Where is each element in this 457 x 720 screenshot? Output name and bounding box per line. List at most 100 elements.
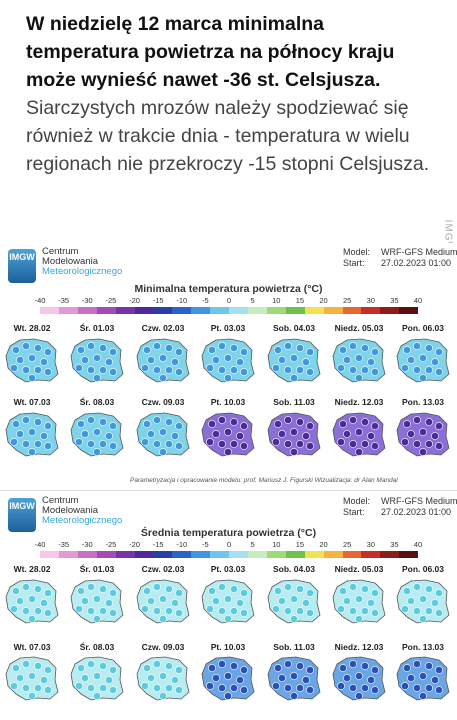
model-meta: Model: WRF-GFS Medium Start: 27.02.2023 01… — [343, 496, 457, 518]
poland-forecast-map — [331, 654, 387, 702]
scale-tick-label: 20 — [319, 540, 328, 549]
day-label: Czw. 02.03 — [141, 323, 185, 333]
org-name: Centrum Modelowania Meteorologicznego — [42, 496, 122, 526]
poland-forecast-map — [200, 654, 256, 702]
scale-swatch — [304, 551, 324, 558]
day-label: Pon. 06.03 — [401, 323, 445, 333]
scale-swatch — [380, 551, 400, 558]
scale-swatch — [285, 307, 305, 314]
scale-swatch — [380, 307, 400, 314]
forecast-panel-min-temp: IMGW Centrum Modelowania Meteorologiczne… — [0, 243, 457, 493]
model-value: WRF-GFS Medium — [381, 496, 457, 506]
poland-forecast-map — [69, 336, 125, 384]
scale-tick-label: 15 — [295, 540, 305, 549]
credits: Parametryzacja i opracowanie modelu: pro… — [130, 477, 398, 484]
scale-swatch — [115, 551, 135, 558]
scale-swatch — [153, 307, 173, 314]
model-label: Model: — [343, 496, 371, 506]
poland-forecast-map — [331, 410, 387, 458]
scale-swatch — [399, 551, 419, 558]
poland-forecast-map — [331, 336, 387, 384]
scale-tick-label: -30 — [81, 540, 93, 549]
org-line-1: Centrum — [42, 495, 79, 506]
scale-swatch — [77, 307, 97, 314]
scale-tick-label: -10 — [176, 296, 188, 305]
day-label: Czw. 09.03 — [141, 642, 185, 652]
poland-forecast-map — [135, 654, 191, 702]
scale-tick-label: -25 — [105, 540, 117, 549]
scale-swatch — [210, 551, 230, 558]
scale-tick-label: -5 — [202, 296, 209, 305]
org-line-2: Modelowania — [42, 505, 98, 516]
scale-tick-label: 35 — [390, 296, 399, 305]
poland-forecast-map — [395, 410, 451, 458]
scale-tick-label: 35 — [390, 540, 399, 549]
scale-swatch — [323, 551, 343, 558]
imgw-logo: IMGW — [8, 498, 36, 532]
day-label: Sob. 11.03 — [273, 397, 315, 407]
scale-tick-label: 25 — [342, 296, 352, 305]
day-label: Pon. 13.03 — [401, 397, 445, 407]
scale-tick-label: -15 — [152, 540, 164, 549]
scale-tick-label: 10 — [272, 540, 281, 549]
panel-title: Średnia temperatura powietrza (°C) — [140, 527, 317, 539]
panel-title: Minimalna temperatura powietrza (°C) — [134, 283, 323, 295]
org-line-3: Meteorologicznego — [42, 266, 123, 277]
poland-forecast-map — [69, 410, 125, 458]
scale-swatch — [172, 307, 192, 314]
article-headline-end: . — [374, 69, 381, 91]
poland-forecast-map — [266, 577, 322, 625]
scale-swatch — [96, 307, 116, 314]
day-label: Śr. 08.03 — [79, 397, 115, 407]
model-label: Model: — [343, 247, 371, 257]
scale-swatch — [191, 551, 211, 558]
poland-forecast-map — [395, 654, 451, 702]
model-meta: Model: WRF-GFS Medium Start: 27.02.2023 01… — [343, 247, 457, 269]
day-label: Wt. 28.02 — [13, 564, 51, 574]
day-label: Niedz. 12.03 — [334, 642, 384, 652]
day-label: Niedz. 05.03 — [334, 323, 384, 333]
day-label: Pt. 03.03 — [210, 564, 246, 574]
poland-forecast-map — [135, 577, 191, 625]
scale-swatch — [77, 551, 97, 558]
scale-swatch — [361, 551, 381, 558]
model-value: WRF-GFS Medium — [381, 247, 457, 257]
poland-forecast-map — [266, 410, 322, 458]
scale-swatch — [247, 551, 267, 558]
day-label: Czw. 02.03 — [141, 564, 185, 574]
start-value: 27.02.2023 01:00 — [381, 507, 452, 517]
day-label: Wt. 28.02 — [13, 323, 51, 333]
scale-swatch — [134, 307, 154, 314]
scale-tick-label: -25 — [105, 296, 117, 305]
poland-forecast-map — [331, 577, 387, 625]
scale-swatch — [304, 307, 324, 314]
scale-swatch — [153, 551, 173, 558]
forecast-panel-avg-temp: IMGW Centrum Modelowania Meteorologiczne… — [0, 492, 457, 720]
org-line-3: Meteorologicznego — [42, 515, 123, 526]
article-body: Siarczystych mrozów należy spodziewać si… — [26, 97, 430, 175]
poland-forecast-map — [395, 336, 451, 384]
scale-swatch — [342, 551, 362, 558]
scale-tick-label: 40 — [413, 296, 423, 305]
poland-forecast-map — [4, 577, 60, 625]
imgw-logo: IMGW — [8, 249, 36, 283]
article-text: W niedzielę 12 marca minimalna temperatu… — [26, 10, 436, 178]
day-label: Niedz. 05.03 — [334, 564, 384, 574]
article-headline: W niedzielę 12 marca minimalna temperatu… — [26, 13, 395, 91]
day-label: Śr. 08.03 — [79, 642, 115, 652]
scale-tick-label: 15 — [295, 296, 305, 305]
scale-tick-label: -20 — [129, 296, 140, 305]
day-label: Sob. 04.03 — [272, 323, 316, 333]
scale-tick-label: 5 — [250, 540, 255, 549]
row2-day-labels: Wt. 07.03 Śr. 08.03 Czw. 09.03 Pt. 10.03 Sob… — [0, 642, 457, 652]
scale-swatch — [40, 551, 59, 558]
day-label: Pon. 06.03 — [401, 564, 445, 574]
day-label: Śr. 01.03 — [79, 564, 115, 574]
poland-forecast-map — [266, 654, 322, 702]
scale-tick-label: 0 — [226, 296, 232, 305]
scale-tick-label: -5 — [202, 540, 209, 549]
scale-swatch — [399, 307, 419, 314]
scale-bar — [40, 307, 419, 314]
scale-swatch — [342, 307, 362, 314]
scale-tick-label: 0 — [226, 540, 232, 549]
